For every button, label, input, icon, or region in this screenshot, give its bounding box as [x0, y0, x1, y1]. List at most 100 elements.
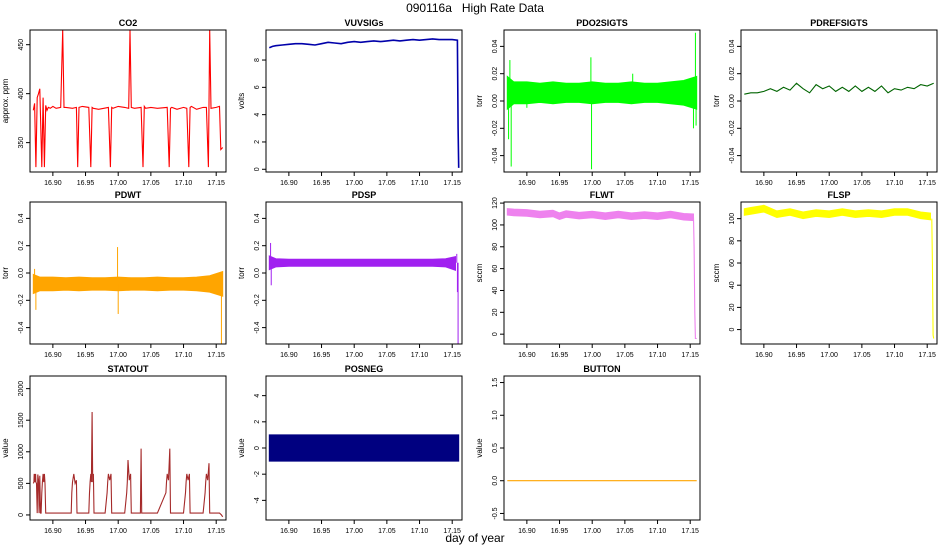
x-tick-label: 17.15 — [918, 180, 936, 187]
y-tick-label: 1500 — [18, 412, 25, 428]
y-tick-label: 100 — [729, 213, 736, 225]
x-tick-label: 17.05 — [142, 180, 160, 187]
y-tick-label: 1.0 — [492, 410, 499, 420]
x-tick-label: 17.00 — [583, 180, 601, 187]
x-tick-label: 17.00 — [109, 528, 127, 535]
x-tick-label: 17.05 — [378, 180, 396, 187]
figure-x-axis-label: day of year — [445, 531, 505, 545]
panel-title: FLWT — [590, 190, 615, 200]
y-tick-label: 0 — [729, 328, 736, 332]
y-tick-label: 0.0 — [492, 476, 499, 486]
y-tick-label: 0 — [254, 446, 261, 450]
y-axis-label: torr — [237, 267, 246, 279]
y-tick-label: 80 — [492, 243, 499, 251]
x-tick-label: 16.95 — [77, 180, 95, 187]
panel-statout: STATOUT 16.90 16.95 17.00 17.05 17.10 17.15 0 50… — [1, 364, 227, 535]
y-tick-label: 40 — [492, 286, 499, 294]
plot-area-pdrefsigts — [744, 82, 934, 95]
y-tick-label: 1000 — [18, 444, 25, 460]
x-tick-label: 17.05 — [853, 180, 871, 187]
x-tick-label: 17.05 — [853, 352, 871, 359]
y-tick-label: -0.5 — [492, 507, 499, 519]
x-tick-label: 17.05 — [142, 528, 160, 535]
y-tick-label: -2 — [254, 471, 261, 477]
x-tick-label: 17.00 — [820, 180, 838, 187]
axes-frame — [503, 375, 701, 521]
x-tick-label: 17.10 — [886, 352, 904, 359]
plot-area-flsp — [743, 204, 935, 339]
x-tick-label: 17.05 — [616, 180, 634, 187]
axes-frame — [29, 29, 227, 173]
x-tick-label: 17.05 — [616, 352, 634, 359]
y-tick-label: -0.2 — [18, 294, 25, 306]
panel-flwt: FLWT 16.90 16.95 17.00 17.05 17.10 17.15 0 20 40 6… — [475, 190, 701, 359]
x-tick-label: 16.95 — [788, 352, 806, 359]
y-tick-label: 450 — [18, 39, 25, 51]
x-tick-label: 17.15 — [443, 180, 461, 187]
x-tick-label: 17.15 — [681, 528, 699, 535]
y-tick-label: 80 — [729, 237, 736, 245]
y-tick-label: 0.2 — [18, 241, 25, 251]
plot-area-pdsp — [268, 242, 459, 344]
y-axis-label: torr — [475, 95, 484, 107]
y-tick-label: 40 — [729, 281, 736, 289]
x-tick-label: 17.10 — [649, 180, 667, 187]
plot-area-co2 — [32, 30, 224, 168]
x-tick-label: 17.10 — [175, 180, 193, 187]
y-tick-label: 500 — [18, 477, 25, 489]
x-tick-label: 17.05 — [378, 528, 396, 535]
x-tick-label: 16.90 — [518, 352, 536, 359]
y-tick-label: 6 — [254, 85, 261, 89]
y-tick-label: 0.00 — [729, 94, 736, 108]
signal-band — [268, 255, 456, 272]
panel-pdsp: PDSP 16.90 16.95 17.00 17.05 17.10 17.15 -0.4 -0… — [237, 190, 463, 359]
x-tick-label: 17.00 — [345, 180, 363, 187]
x-tick-label: 16.90 — [280, 352, 298, 359]
x-tick-label: 17.10 — [411, 180, 429, 187]
panel-posneg: POSNEG 16.90 16.95 17.00 17.05 17.10 17.15 -4 -2… — [237, 364, 463, 535]
y-tick-label: 0.00 — [492, 94, 499, 108]
panel-title: BUTTON — [583, 364, 620, 374]
signal-band — [32, 270, 224, 297]
y-axis-label: value — [1, 438, 10, 458]
x-tick-label: 17.15 — [918, 352, 936, 359]
x-tick-label: 17.00 — [345, 352, 363, 359]
x-tick-label: 16.95 — [551, 180, 569, 187]
plot-area-statout — [32, 411, 224, 518]
y-tick-label: 0 — [18, 513, 25, 517]
x-tick-label: 17.00 — [109, 180, 127, 187]
panel-title: CO2 — [119, 18, 138, 28]
x-tick-label: 16.90 — [280, 528, 298, 535]
signal-band — [743, 204, 931, 221]
y-tick-label: 100 — [492, 219, 499, 231]
x-tick-label: 16.90 — [44, 352, 62, 359]
y-tick-label: 0.0 — [254, 268, 261, 278]
x-tick-label: 17.10 — [411, 528, 429, 535]
x-tick-label: 16.90 — [518, 180, 536, 187]
signal-band — [506, 208, 694, 222]
x-tick-label: 16.90 — [755, 352, 773, 359]
y-tick-label: 0.5 — [492, 443, 499, 453]
panel-pdo2sigts: PDO2SIGTS 16.90 16.95 17.00 17.05 17.10 17.15 -… — [475, 18, 701, 187]
x-tick-label: 16.95 — [77, 528, 95, 535]
y-tick-label: 0.02 — [729, 67, 736, 81]
axes-frame — [503, 201, 701, 345]
y-tick-label: -0.02 — [729, 120, 736, 136]
x-tick-label: 17.05 — [616, 528, 634, 535]
x-tick-label: 16.95 — [551, 352, 569, 359]
x-tick-label: 17.15 — [207, 180, 225, 187]
x-tick-label: 17.15 — [443, 352, 461, 359]
y-tick-label: -0.4 — [18, 321, 25, 333]
x-tick-label: 17.00 — [109, 352, 127, 359]
series-line — [692, 217, 697, 340]
panel-title: POSNEG — [345, 364, 384, 374]
series-line — [744, 82, 934, 95]
panel-co2: CO2 16.90 16.95 17.00 17.05 17.10 17.15 350 400 4… — [1, 18, 227, 187]
x-tick-label: 16.95 — [313, 352, 331, 359]
plot-area-flwt — [506, 208, 697, 340]
x-tick-label: 17.10 — [175, 352, 193, 359]
x-tick-label: 17.10 — [649, 528, 667, 535]
y-tick-label: -4 — [254, 497, 261, 503]
